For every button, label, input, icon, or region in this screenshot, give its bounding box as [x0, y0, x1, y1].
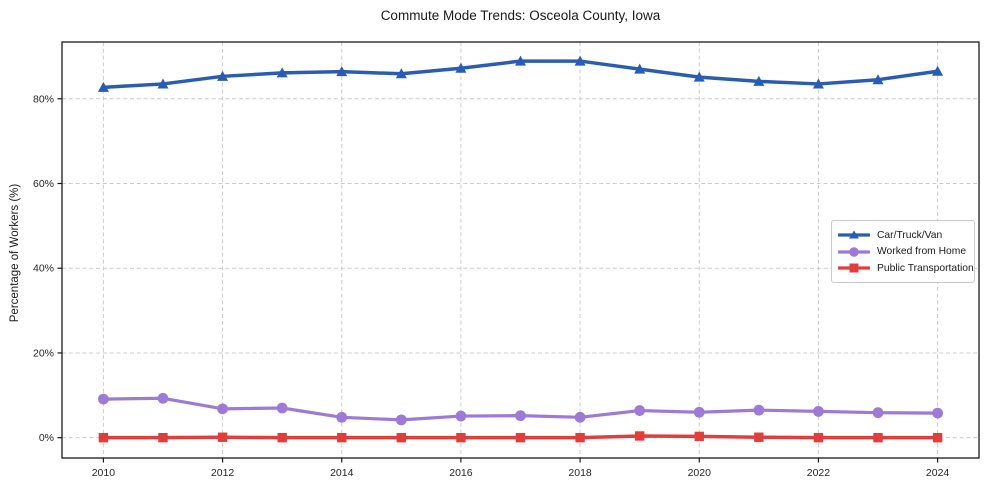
data-point-marker: [812, 78, 824, 89]
y-tick-label: 40%: [33, 263, 54, 275]
legend-item: Worked from Home: [838, 244, 970, 259]
data-point-marker: [873, 432, 883, 443]
data-point-marker: [277, 432, 287, 443]
y-tick-label: 20%: [33, 347, 54, 359]
y-tick-label: 0%: [39, 432, 54, 444]
data-point-marker: [574, 411, 586, 423]
data-point-marker: [932, 407, 943, 419]
data-point-marker: [157, 392, 169, 404]
data-point-marker: [515, 410, 526, 422]
data-point-marker: [98, 432, 109, 443]
x-tick-label: 2010: [92, 467, 116, 479]
data-point-marker: [634, 431, 645, 441]
data-point-marker: [336, 411, 348, 423]
data-point-marker: [157, 78, 169, 89]
data-point-marker: [932, 65, 944, 76]
data-point-marker: [932, 432, 943, 443]
data-point-marker: [395, 68, 407, 79]
data-point-marker: [872, 74, 884, 85]
data-point-marker: [455, 410, 467, 422]
data-point-marker: [158, 432, 168, 443]
data-point-marker: [694, 431, 704, 442]
data-point-marker: [813, 432, 824, 443]
data-point-marker: [98, 393, 109, 405]
data-point-marker: [574, 55, 586, 66]
data-point-marker: [575, 432, 585, 443]
x-tick-label: 2012: [211, 467, 235, 479]
data-point-marker: [217, 70, 229, 81]
legend-marker-icon: [838, 246, 870, 257]
data-point-marker: [754, 432, 764, 442]
x-tick-label: 2018: [568, 467, 592, 479]
data-point-marker: [396, 432, 407, 443]
data-point-marker: [693, 406, 705, 418]
legend-label: Car/Truck/Van: [877, 229, 943, 241]
y-tick-label: 80%: [33, 93, 54, 105]
data-point-marker: [217, 403, 228, 415]
data-point-marker: [872, 407, 884, 419]
data-point-marker: [395, 414, 407, 426]
data-point-marker: [634, 405, 646, 416]
data-point-marker: [634, 63, 646, 74]
data-point-marker: [515, 55, 526, 66]
x-tick-label: 2020: [688, 467, 712, 479]
data-point-marker: [336, 66, 348, 77]
chart-title: Commute Mode Trends: Osceola County, Iow…: [380, 8, 661, 23]
axes-border: [61, 41, 980, 459]
data-point-marker: [693, 71, 705, 82]
data-point-marker: [515, 432, 526, 443]
data-point-marker: [753, 75, 765, 86]
data-point-marker: [276, 67, 288, 78]
legend: Car/Truck/Van Worked from Home Public Tran…: [831, 220, 975, 283]
x-tick-label: 2014: [330, 467, 354, 479]
data-point-marker: [753, 404, 765, 416]
x-tick-label: 2022: [807, 467, 831, 479]
x-tick-label: 2024: [926, 467, 950, 479]
legend-label: Worked from Home: [877, 246, 967, 257]
data-point-marker: [456, 432, 466, 443]
data-point-marker: [337, 432, 347, 443]
data-point-marker: [813, 406, 824, 417]
data-point-marker: [217, 432, 228, 442]
data-point-marker: [97, 81, 109, 92]
legend-marker-icon: [838, 230, 870, 239]
x-tick-label: 2016: [449, 467, 473, 479]
legend-marker-icon: [838, 263, 870, 273]
y-tick-label: 60%: [33, 178, 54, 190]
legend-label: Public Transportation: [877, 262, 974, 274]
data-point-marker: [276, 402, 288, 414]
data-point-marker: [455, 62, 467, 73]
legend-item: Public Transportation: [838, 261, 974, 276]
legend-item: Car/Truck/Van: [838, 228, 970, 243]
